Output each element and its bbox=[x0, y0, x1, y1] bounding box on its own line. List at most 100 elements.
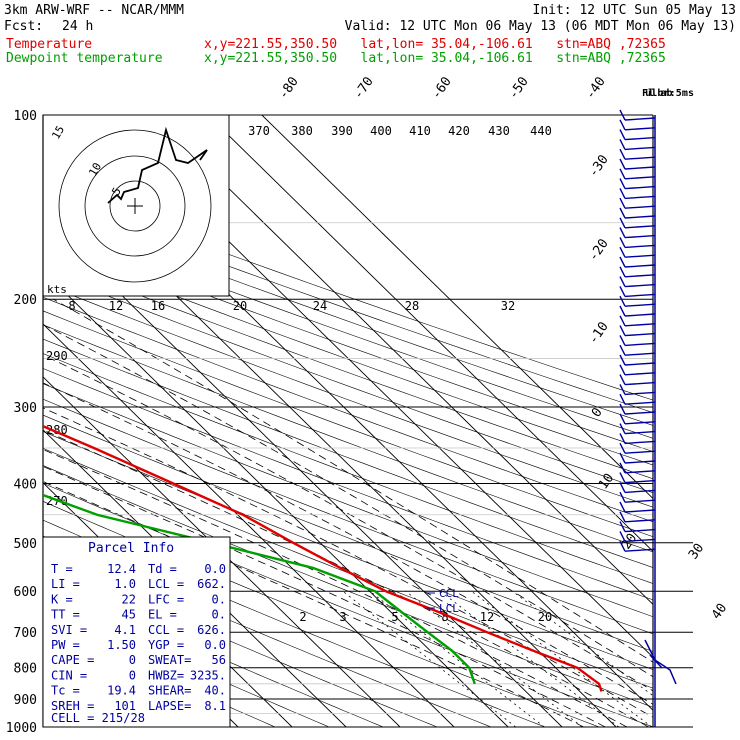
dry-adiabat-line bbox=[43, 414, 653, 652]
wind-barb bbox=[624, 303, 656, 307]
dry-adiabat-line bbox=[43, 431, 653, 670]
forecast-label: Fcst: bbox=[4, 19, 44, 34]
wind-barb bbox=[624, 244, 656, 249]
wind-barb-flag bbox=[619, 393, 626, 405]
wind-barb-flag bbox=[619, 197, 626, 209]
wind-barb bbox=[624, 342, 656, 347]
parcel-value: 0 bbox=[129, 653, 136, 667]
parcel-label: LCL = bbox=[148, 577, 184, 591]
forecast-hour: 24 h bbox=[62, 19, 94, 34]
wind-barb bbox=[624, 489, 656, 494]
temperature-line bbox=[43, 424, 603, 692]
wind-barb-flag bbox=[619, 188, 626, 199]
model-title: 3km ARW-WRF -- NCAR/MMM bbox=[4, 3, 185, 18]
pressure-tick-label: 1000 bbox=[6, 721, 37, 736]
wind-speed-label: 8 bbox=[68, 299, 75, 313]
wind-barb bbox=[624, 391, 656, 396]
isotherm-label: 40 bbox=[709, 601, 730, 622]
parcel-box bbox=[42, 536, 231, 728]
mixing-ratio-line bbox=[471, 590, 653, 727]
parcel-label: SWEAT= bbox=[148, 653, 191, 667]
theta-label: 430 bbox=[488, 124, 510, 138]
dewpoint-location: x,y=221.55,350.50 lat,lon= 35.04,-106.61… bbox=[204, 51, 666, 66]
wind-barb bbox=[624, 528, 656, 533]
pressure-tick-label: 400 bbox=[14, 477, 37, 492]
wind-barb bbox=[624, 176, 656, 180]
wind-barb-flag bbox=[619, 403, 626, 415]
wind-barb bbox=[624, 136, 656, 141]
wind-barb-flag bbox=[619, 364, 626, 376]
side-theta-label: 290 bbox=[46, 349, 68, 363]
wind-barb bbox=[624, 117, 656, 121]
wind-barb-flag bbox=[619, 511, 626, 523]
parcel-value: 22 bbox=[122, 592, 136, 606]
hodograph-ring-label: 10 bbox=[86, 161, 104, 179]
parcel-label: LAPSE= bbox=[148, 699, 191, 713]
mixing-ratio-label: 8 bbox=[441, 610, 448, 624]
parcel-value: 1.50 bbox=[107, 638, 136, 652]
isotherm-line bbox=[43, 429, 347, 727]
wind-barb bbox=[624, 538, 656, 543]
wind-barb bbox=[624, 509, 656, 513]
wind-barb bbox=[624, 421, 656, 425]
isotherm-label: -30 bbox=[586, 152, 612, 180]
parcel-value: 0.0 bbox=[204, 638, 226, 652]
parcel-label: LFC = bbox=[148, 592, 184, 606]
wind-barb-flag bbox=[619, 148, 626, 160]
hodograph-ring bbox=[58, 129, 212, 283]
theta-label: 400 bbox=[370, 124, 392, 138]
wind-barb-flag bbox=[619, 491, 626, 503]
wind-speed-unit: kts bbox=[47, 283, 67, 296]
theta-label: 380 bbox=[291, 124, 313, 138]
parcel-label: PW = bbox=[51, 638, 80, 652]
wind-barb bbox=[624, 499, 656, 503]
isotherm-line bbox=[207, 115, 653, 553]
parcel-value: 0. bbox=[212, 592, 226, 606]
wind-barb bbox=[624, 411, 656, 415]
mixing-ratio-label: 3 bbox=[339, 610, 346, 624]
wind-barb-flag bbox=[619, 237, 626, 248]
hodograph-trace bbox=[107, 126, 208, 204]
wind-barb bbox=[624, 470, 656, 474]
wind-barb-flag bbox=[619, 325, 626, 336]
wind-barb bbox=[624, 323, 656, 327]
wind-barb-flag bbox=[619, 433, 626, 444]
wind-barb-flag bbox=[619, 256, 626, 268]
isotherm-label: -60 bbox=[429, 74, 455, 102]
isotherm-label: -50 bbox=[506, 74, 532, 102]
mixing-ratio-label: 2 bbox=[299, 610, 306, 624]
wind-barb-flag bbox=[619, 354, 626, 366]
wind-barbs: CCL LCL Full barb: 5 m s bbox=[427, 88, 694, 727]
wind-barb-flag bbox=[619, 521, 626, 532]
wind-barb-flag bbox=[619, 168, 626, 180]
dry-adiabat-line bbox=[43, 383, 653, 618]
pressure-tick-label: 800 bbox=[14, 662, 37, 677]
theta-label: 390 bbox=[331, 124, 353, 138]
wind-barb-flag bbox=[619, 178, 626, 189]
theta-label: 420 bbox=[448, 124, 470, 138]
pressure-tick-label: 600 bbox=[14, 585, 37, 600]
wind-barb bbox=[624, 430, 656, 435]
wind-barb-flag bbox=[619, 384, 626, 395]
wind-barb-flag bbox=[619, 266, 626, 278]
wind-barb bbox=[624, 362, 656, 366]
hodograph-ring-label: 15 bbox=[49, 124, 67, 142]
wind-barb-flag bbox=[619, 129, 626, 140]
parcel-value: 0. bbox=[212, 608, 226, 622]
isotherm-line bbox=[153, 115, 653, 605]
isotherm-label: -20 bbox=[586, 236, 612, 264]
wind-barb bbox=[624, 274, 656, 278]
parcel-label: TT = bbox=[51, 608, 80, 622]
parcel-value: 8.1 bbox=[204, 699, 226, 713]
isotherm-line bbox=[43, 217, 563, 727]
parcel-value: 56 bbox=[212, 653, 226, 667]
theta-label: 440 bbox=[530, 124, 552, 138]
wind-barb bbox=[624, 440, 656, 445]
wind-barb-flag bbox=[619, 207, 626, 219]
wind-barb-flag bbox=[619, 227, 626, 238]
dry-adiabat-line bbox=[43, 368, 653, 601]
parcel-value: 19.4 bbox=[107, 684, 136, 698]
